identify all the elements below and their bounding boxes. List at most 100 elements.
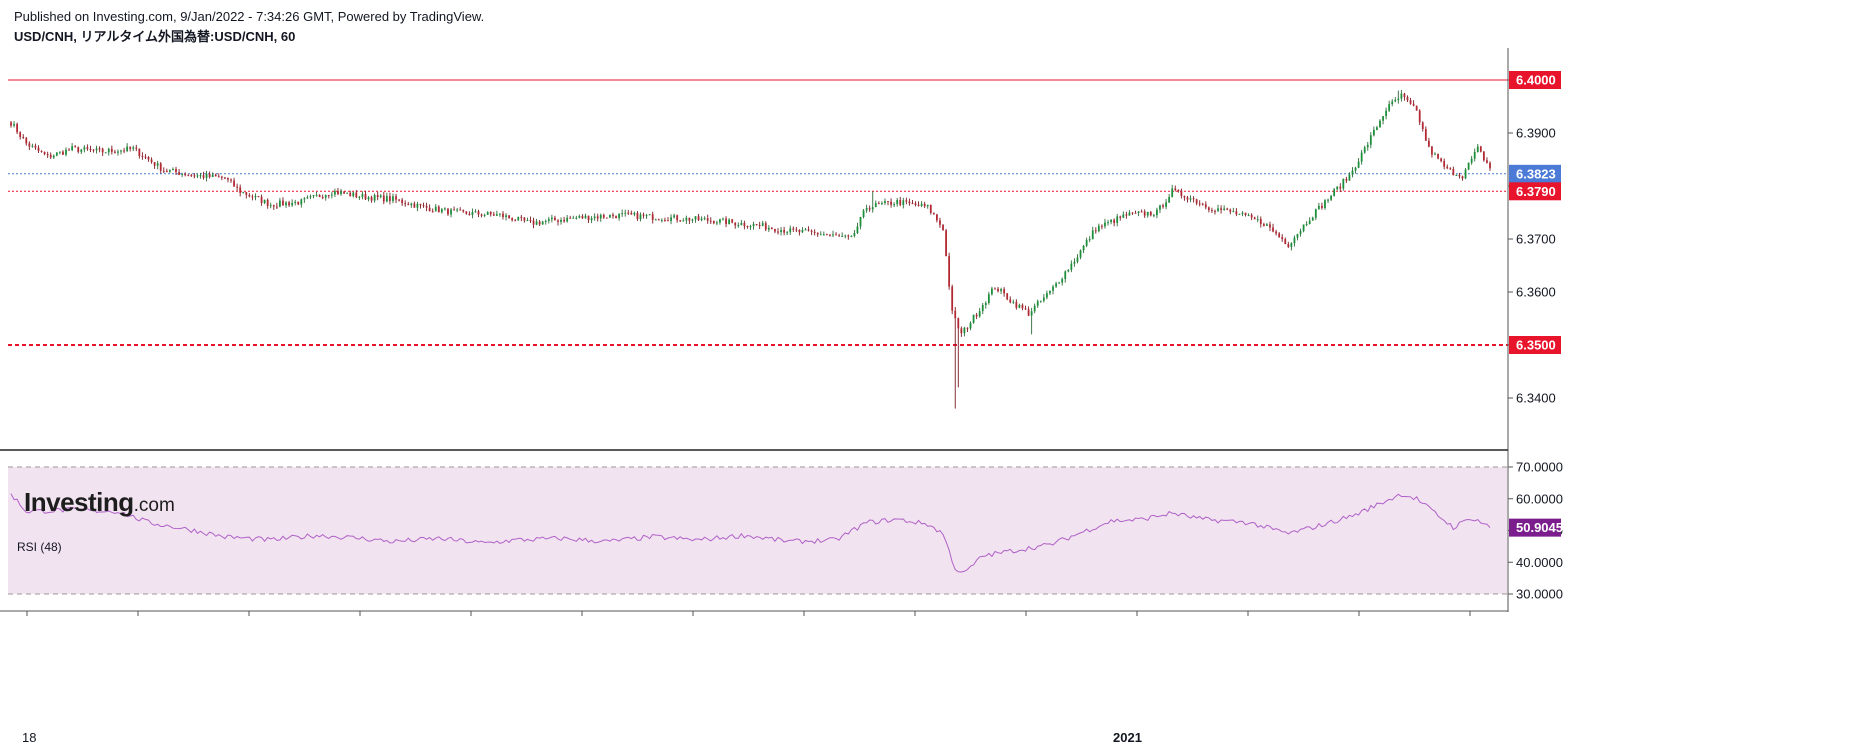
- candle-body: [1302, 224, 1305, 232]
- candle-body: [379, 195, 382, 198]
- candle-body: [444, 208, 446, 210]
- candle-body: [743, 222, 746, 227]
- candle-body: [373, 195, 376, 201]
- candle-body: [1256, 219, 1259, 221]
- candle-body: [107, 148, 110, 153]
- candle-body: [471, 212, 474, 215]
- candle-body: [654, 219, 657, 221]
- candle-body: [459, 209, 462, 211]
- candle-body: [1296, 233, 1299, 238]
- candle-body: [144, 156, 147, 158]
- candle-body: [1238, 213, 1241, 215]
- candle-body: [169, 170, 171, 172]
- candle-body: [1409, 100, 1412, 104]
- candle-body: [624, 212, 627, 214]
- candle-body: [324, 195, 327, 198]
- candle-body: [117, 151, 119, 153]
- candle-body: [636, 212, 639, 220]
- symbol-title: USD/CNH, リアルタイム外国為替:USD/CNH, 60: [14, 29, 296, 44]
- candle-body: [920, 203, 923, 206]
- candle-body: [1168, 197, 1171, 203]
- candle-body: [1262, 224, 1265, 226]
- candle-body: [437, 206, 440, 213]
- candle-body: [972, 314, 975, 323]
- candle-body: [572, 217, 575, 219]
- candle-body: [505, 215, 507, 217]
- candle-body: [676, 215, 679, 221]
- candle-body: [334, 191, 336, 195]
- candle-body: [1049, 290, 1051, 294]
- candle-body: [1064, 271, 1067, 279]
- candle-body: [1046, 293, 1048, 298]
- candle-body: [544, 220, 547, 222]
- candle-body: [1403, 93, 1406, 98]
- candle-body: [1189, 198, 1192, 200]
- candle-body: [1446, 166, 1449, 169]
- candle-body: [887, 201, 889, 203]
- candle-body: [260, 196, 263, 204]
- candle-body: [801, 229, 804, 233]
- candle-body: [413, 203, 416, 208]
- candle-body: [673, 215, 676, 218]
- candle-body: [254, 196, 257, 198]
- price-label-6.4000: 6.4000: [1516, 73, 1556, 88]
- candle-body: [737, 225, 740, 227]
- candle-body: [639, 214, 642, 220]
- candle-body: [1452, 169, 1455, 176]
- candle-body: [1434, 153, 1436, 155]
- candle-body: [1104, 222, 1106, 227]
- candle-body: [557, 220, 559, 222]
- candle-body: [1232, 211, 1235, 213]
- candle-body: [550, 217, 553, 220]
- candle-body: [1137, 211, 1140, 213]
- candle-body: [664, 219, 666, 221]
- candle-body: [569, 217, 572, 219]
- candle-body: [523, 217, 526, 221]
- candle-body: [190, 175, 193, 177]
- candle-body: [651, 214, 654, 220]
- candle-body: [358, 196, 361, 198]
- candle-body: [181, 173, 184, 175]
- candle-body: [1369, 135, 1372, 145]
- candle-body: [1372, 129, 1375, 136]
- candle-body: [486, 211, 489, 215]
- candle-body: [1415, 105, 1418, 111]
- candle-body: [382, 195, 385, 202]
- candle-body: [1250, 214, 1253, 218]
- candle-body: [450, 209, 452, 215]
- candle-body: [1464, 169, 1467, 179]
- candle-body: [165, 170, 168, 172]
- candle-body: [1486, 160, 1488, 163]
- candle-body: [468, 213, 471, 215]
- candle-body: [1174, 188, 1177, 191]
- candle-body: [230, 179, 232, 181]
- candle-body: [590, 218, 593, 221]
- candle-body: [511, 218, 514, 221]
- candle-body: [1290, 243, 1293, 248]
- candle-body: [422, 205, 425, 207]
- candle-body: [526, 219, 529, 221]
- candle-body: [300, 199, 303, 205]
- candle-body: [1152, 215, 1155, 217]
- candle-body: [844, 235, 847, 237]
- candle-body: [1281, 237, 1284, 240]
- candle-body: [242, 192, 245, 194]
- candle-body: [1317, 205, 1320, 210]
- candle-body: [123, 150, 125, 152]
- candle-body: [1162, 205, 1164, 207]
- candle-body: [529, 219, 532, 221]
- candle-body: [28, 143, 31, 147]
- candle-body: [404, 203, 407, 205]
- candle-body: [1177, 190, 1180, 192]
- candle-body: [890, 201, 892, 205]
- candle-body: [749, 226, 752, 228]
- candle-body: [52, 155, 55, 158]
- candle-body: [758, 225, 761, 227]
- candle-body: [101, 148, 104, 153]
- rsi-tick-label: 30.0000: [1516, 587, 1563, 602]
- candle-body: [1388, 104, 1391, 111]
- candle-body: [810, 230, 813, 232]
- candle-body: [767, 227, 770, 230]
- candle-body: [1036, 301, 1039, 306]
